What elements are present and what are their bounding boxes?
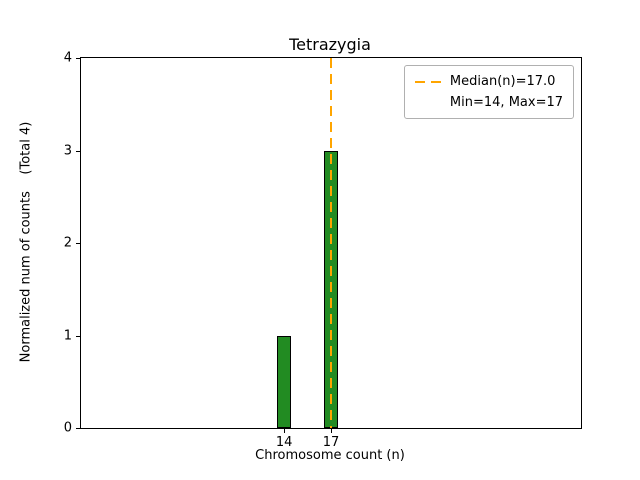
x-tick [284,429,286,433]
y-tick [76,243,80,244]
x-tick-label: 14 [275,435,293,450]
y-tick [76,150,80,152]
legend-entry-minmax: Min=14, Max=17 [415,95,563,110]
x-tick [331,429,332,433]
median-dashed-line-icon [414,80,441,83]
bar-14 [277,335,292,428]
y-axis-label: Normalized num of counts (Total 4) [18,121,34,363]
y-tick-label: 1 [63,328,72,343]
y-tick [76,58,80,59]
chart-title: Tetrazygia [289,35,371,54]
legend-label-median: Median(n)=17.0 [449,74,556,89]
y-tick-label: 4 [63,50,72,66]
legend-entry-median: Median(n)=17.0 [414,74,563,89]
x-axis-label: Chromosome count (n) [255,448,405,463]
median-line [330,58,332,428]
legend-label-minmax: Min=14, Max=17 [449,95,563,110]
y-tick-label: 3 [63,143,72,158]
x-tick-label: 17 [322,435,340,450]
plot-area: Median(n)=17.0 Min=14, Max=17 0 1 2 3 4 14 17 [64,51,582,450]
y-tick [76,335,80,337]
y-tick-label: 2 [63,235,72,251]
y-tick [76,428,80,429]
y-tick-label: 0 [63,420,72,436]
legend: Median(n)=17.0 Min=14, Max=17 [403,65,574,119]
legend-empty-swatch [415,102,441,104]
